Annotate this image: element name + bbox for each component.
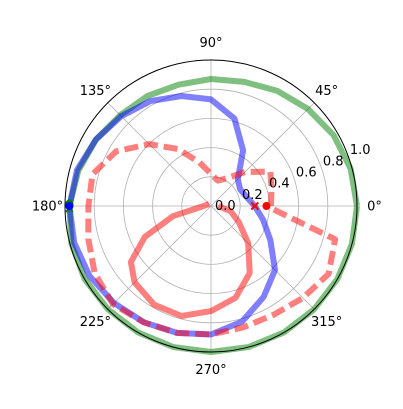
angular-tick-label: 270° xyxy=(195,363,226,378)
series-layer xyxy=(66,76,360,355)
radial-tick-label: 1.0 xyxy=(350,143,371,158)
radial-tick-label: 0.2 xyxy=(242,188,263,203)
radial-tick-label: 0.6 xyxy=(296,165,317,180)
radial-tick-label: 0.8 xyxy=(323,154,344,169)
tick-labels: 0° 45° 90° 135° 180° 225° 270° 315° 0.0 0.2 0.4 0.6… xyxy=(32,36,382,378)
angular-tick-label: 180° xyxy=(32,200,63,215)
marker-4-x-marker xyxy=(250,201,260,211)
angular-grid-line xyxy=(107,205,212,310)
radial-tick-label: 0.4 xyxy=(269,177,290,192)
marker-layer xyxy=(65,199,271,213)
angular-tick-label: 0° xyxy=(367,200,382,215)
series-red-dashed xyxy=(85,141,339,338)
angular-tick-label: 135° xyxy=(80,84,111,99)
angular-tick-label: 90° xyxy=(199,36,222,51)
angular-tick-label: 225° xyxy=(80,315,111,330)
blue-end-dot-marker xyxy=(65,202,74,210)
polar-frame xyxy=(64,59,358,353)
marker-3-dot-marker xyxy=(262,202,271,210)
angular-grid-line xyxy=(210,102,315,207)
angular-grid-line xyxy=(107,102,212,207)
series-red-solid xyxy=(127,201,253,319)
angular-tick-label: 45° xyxy=(315,84,338,99)
radial-tick-label: 0.0 xyxy=(215,199,236,214)
angular-tick-label: 315° xyxy=(311,315,342,330)
angular-grid-line xyxy=(210,205,315,310)
